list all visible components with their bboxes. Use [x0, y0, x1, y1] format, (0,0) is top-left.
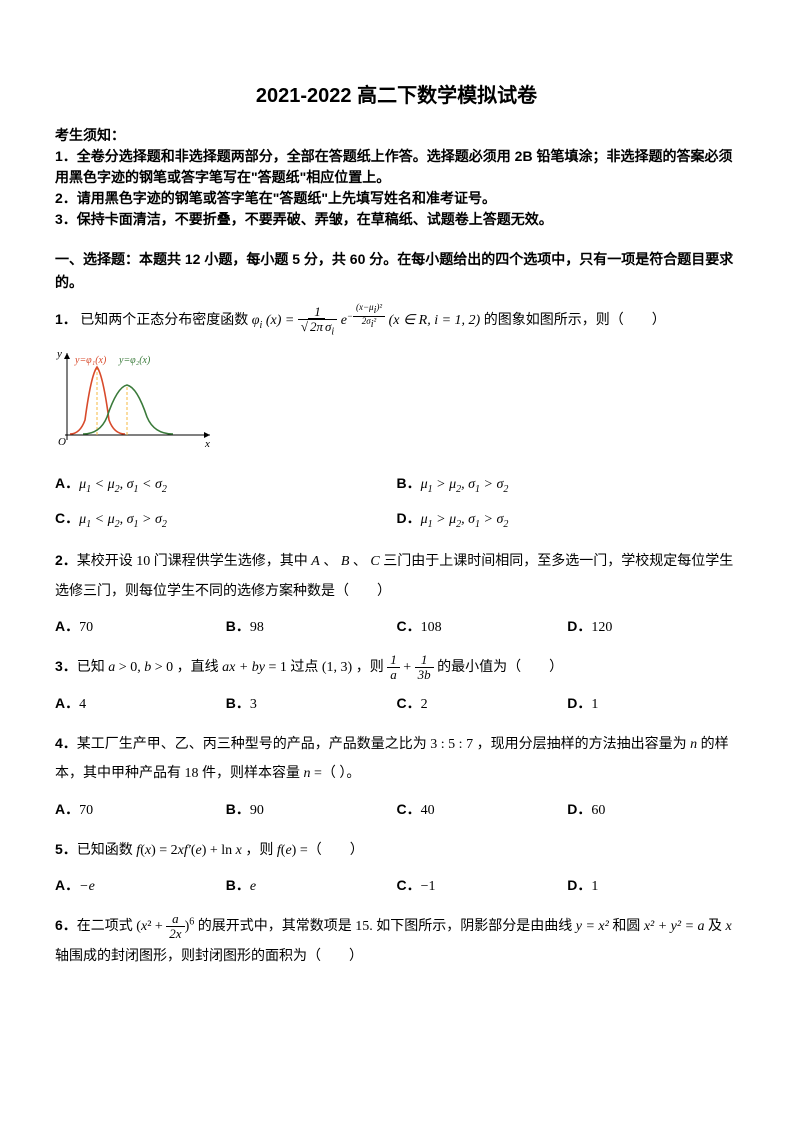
- q5-option-c: C．−1: [397, 871, 568, 901]
- q3-option-c: C．2: [397, 689, 568, 719]
- q5-options: A．−e B．e C．−1 D．1: [55, 871, 738, 901]
- svg-text:y: y: [56, 348, 62, 360]
- question-4: 4．某工厂生产甲、乙、丙三种型号的产品，产品数量之比为 3 : 5 : 7 ，现…: [55, 729, 738, 789]
- q2-option-a: A．70: [55, 612, 226, 642]
- svg-text:x: x: [204, 438, 210, 450]
- q1-option-a: A．μ1 < μ2, σ1 < σ2: [55, 467, 397, 502]
- q4-option-c: C．40: [397, 795, 568, 825]
- q1-num: 1．: [55, 311, 77, 327]
- q5-option-b: B．e: [226, 871, 397, 901]
- instruction-1: 1．全卷分选择题和非选择题两部分，全部在答题纸上作答。选择题必须用 2B 铅笔填…: [55, 146, 738, 188]
- normal-dist-graph-icon: O x y y=φ₁(x) y=φ₂(x): [55, 345, 215, 450]
- q5-option-d: D．1: [567, 871, 738, 901]
- svg-text:O: O: [58, 436, 66, 448]
- q1-text-after: 的图象如图所示，则（ ）: [484, 313, 666, 328]
- q3-options: A．4 B．3 C．2 D．1: [55, 689, 738, 719]
- q1-option-c: C．μ1 < μ2, σ1 > σ2: [55, 502, 397, 537]
- q4-num: 4．: [55, 735, 77, 751]
- question-6: 6．在二项式 (x² + a2x)6 的展开式中，其常数项是 15. 如下图所示…: [55, 911, 738, 971]
- question-1: 1． 已知两个正态分布密度函数 φi (x) = 1√2πσi e−(x−μi)…: [55, 303, 738, 337]
- q5-text: 已知函数 f(x) = 2xf′(e) + ln x ，则 f(e) =（ ）: [77, 843, 364, 858]
- q1-formula: φi (x) = 1√2πσi e−(x−μi)²2σi² (x ∈ R, i …: [252, 313, 484, 328]
- q6-num: 6．: [55, 917, 77, 933]
- q4-option-d: D．60: [567, 795, 738, 825]
- section-1-header: 一、选择题：本题共 12 小题，每小题 5 分，共 60 分。在每小题给出的四个…: [55, 248, 738, 293]
- q3-option-a: A．4: [55, 689, 226, 719]
- q1-options: A．μ1 < μ2, σ1 < σ2 B．μ1 > μ2, σ1 > σ2 C．…: [55, 467, 738, 537]
- instruction-3: 3．保持卡面清洁，不要折叠，不要弄破、弄皱，在草稿纸、试题卷上答题无效。: [55, 209, 738, 230]
- svg-text:y=φ₁(x): y=φ₁(x): [74, 355, 107, 366]
- q2-text: 某校开设 10 门课程供学生选修，其中 A 、 B 、 C 三门由于上课时间相同…: [55, 554, 733, 598]
- q2-option-d: D．120: [567, 612, 738, 642]
- q4-options: A．70 B．90 C．40 D．60: [55, 795, 738, 825]
- instructions-header: 考生须知：: [55, 124, 738, 146]
- q4-option-a: A．70: [55, 795, 226, 825]
- q1-text-before: 已知两个正态分布密度函数: [80, 313, 248, 328]
- svg-text:y=φ₂(x): y=φ₂(x): [118, 355, 151, 366]
- question-2: 2．某校开设 10 门课程供学生选修，其中 A 、 B 、 C 三门由于上课时间…: [55, 546, 738, 606]
- q3-num: 3．: [55, 658, 77, 674]
- q2-option-c: C．108: [397, 612, 568, 642]
- q6-text: 在二项式 (x² + a2x)6 的展开式中，其常数项是 15. 如下图所示，阴…: [55, 919, 732, 964]
- question-5: 5．已知函数 f(x) = 2xf′(e) + ln x ，则 f(e) =（ …: [55, 835, 738, 865]
- question-3: 3．已知 a > 0, b > 0 ，直线 ax + by = 1 过点 (1,…: [55, 652, 738, 683]
- q2-options: A．70 B．98 C．108 D．120: [55, 612, 738, 642]
- q4-option-b: B．90: [226, 795, 397, 825]
- q3-option-d: D．1: [567, 689, 738, 719]
- exam-title: 2021-2022 高二下数学模拟试卷: [55, 80, 738, 112]
- q2-option-b: B．98: [226, 612, 397, 642]
- q1-option-d: D．μ1 > μ2, σ1 > σ2: [397, 502, 739, 537]
- q4-text: 某工厂生产甲、乙、丙三种型号的产品，产品数量之比为 3 : 5 : 7 ，现用分…: [55, 737, 729, 781]
- instruction-2: 2．请用黑色字迹的钢笔或答字笔在"答题纸"上先填写姓名和准考证号。: [55, 188, 738, 209]
- instructions-block: 考生须知： 1．全卷分选择题和非选择题两部分，全部在答题纸上作答。选择题必须用 …: [55, 124, 738, 230]
- q1-option-b: B．μ1 > μ2, σ1 > σ2: [397, 467, 739, 502]
- q3-text: 已知 a > 0, b > 0 ，直线 ax + by = 1 过点 (1, 3…: [77, 660, 563, 675]
- q5-num: 5．: [55, 841, 77, 857]
- q1-graph: O x y y=φ₁(x) y=φ₂(x): [55, 345, 738, 458]
- q3-option-b: B．3: [226, 689, 397, 719]
- q2-num: 2．: [55, 552, 77, 568]
- q5-option-a: A．−e: [55, 871, 226, 901]
